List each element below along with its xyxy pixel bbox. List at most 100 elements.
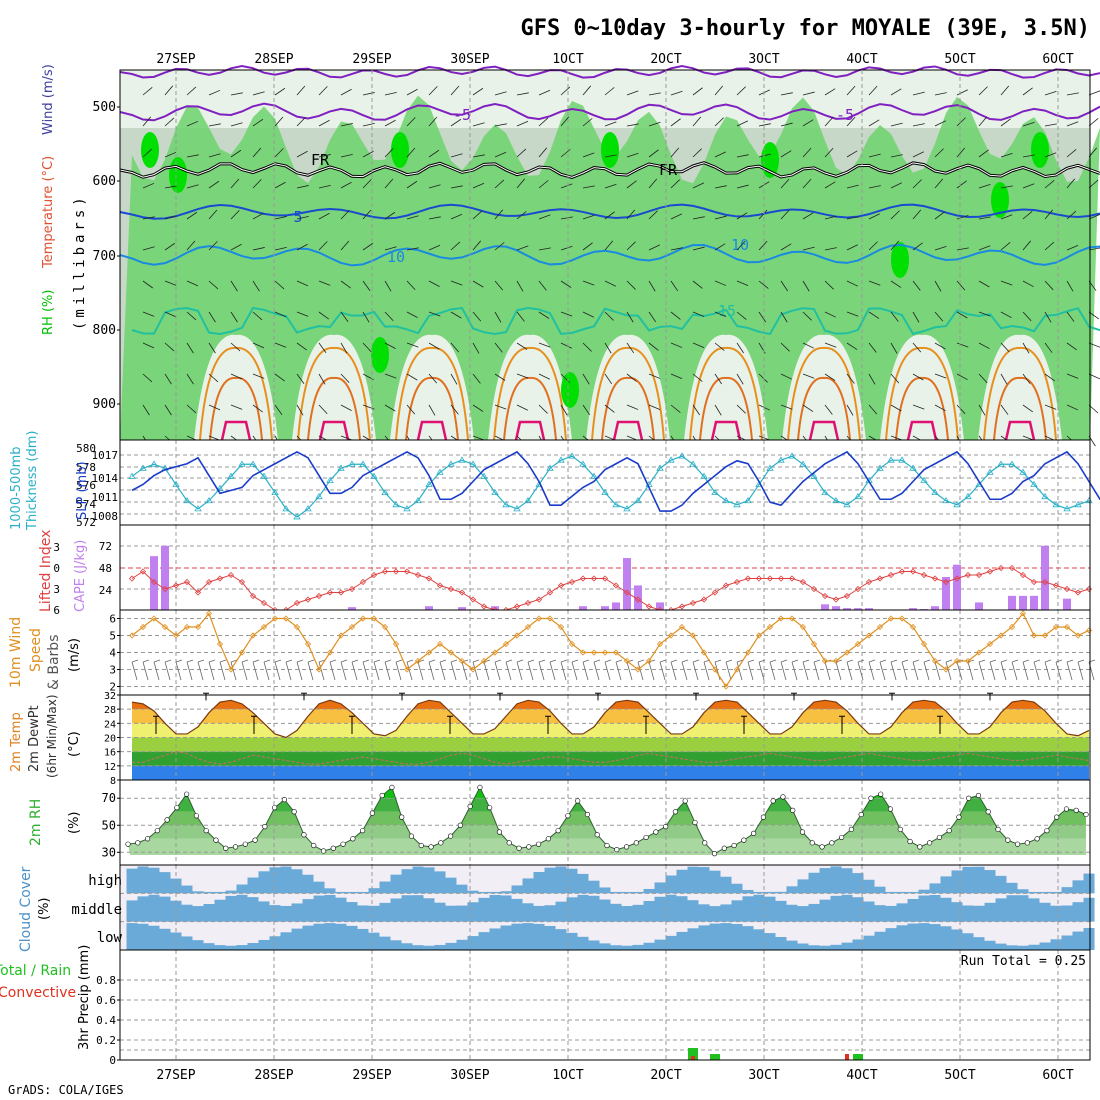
wind-barb (1066, 178, 1076, 189)
wind-barb (736, 280, 749, 286)
wind-barb (450, 118, 462, 127)
wind-speed-point (524, 623, 532, 631)
wind-barb (1066, 404, 1079, 411)
cloud-bar (863, 879, 875, 894)
wind-barb-10m (714, 659, 722, 663)
wind-barb (450, 342, 460, 353)
rh-dry-dome (488, 334, 572, 440)
cloud-bar (357, 928, 369, 950)
lifted-index-point (293, 599, 301, 607)
wind-speed-point (557, 623, 565, 631)
wind-speed-point (656, 640, 664, 648)
wind-barb (186, 240, 196, 251)
wind-barb (516, 404, 528, 411)
cloud-bar (599, 887, 611, 894)
wind-barb (406, 404, 416, 415)
lifted-index-point (205, 578, 213, 586)
wind-barb-10m (923, 659, 931, 663)
wind-barb (560, 245, 573, 251)
y-tick-label: 500 (93, 100, 116, 115)
isotherm-10 (119, 243, 1100, 267)
wind-barb (142, 404, 150, 416)
wind-barb (142, 311, 155, 317)
wind-barb-10m (186, 661, 193, 681)
wind-barb (1022, 210, 1033, 220)
contour-label: 10 (387, 248, 405, 266)
wind-barb-10m (230, 659, 238, 663)
wind-barb-10m (494, 659, 502, 663)
lifted-index-point (139, 568, 147, 575)
lifted-index-point (1019, 571, 1027, 579)
rh-point (956, 814, 962, 820)
cloud-bar (126, 868, 138, 894)
wind-barb (978, 280, 990, 288)
wind-barb (472, 240, 482, 251)
wind-barb (450, 185, 463, 189)
wind-barb (824, 342, 837, 348)
lifted-index-point (1085, 585, 1093, 593)
wind-barb-10m (1055, 659, 1063, 663)
wind-barb (384, 280, 392, 292)
cloud-bar (588, 940, 600, 950)
contour-label: FR (311, 151, 330, 169)
rh-point (203, 828, 209, 834)
lifted-index-point (942, 578, 950, 586)
precip-bar-total (853, 1054, 863, 1060)
lifted-index-point (1041, 578, 1049, 586)
cloud-bar (819, 868, 831, 894)
thickness-point (997, 460, 1005, 467)
date-label-bottom: 2OCT (650, 1068, 681, 1083)
wind-barb (384, 92, 397, 96)
cloud-bar (313, 881, 325, 894)
wind-barb-10m (736, 659, 744, 663)
rh-point (946, 828, 952, 834)
lifted-index-point (392, 568, 400, 575)
cloud-bar (335, 897, 347, 922)
lifted-index-point (524, 599, 532, 607)
cape-tick: 48 (99, 562, 112, 575)
thickness-point (282, 505, 290, 512)
cloud-bar (577, 936, 589, 950)
wind-barb (494, 342, 503, 353)
isotherm-15 (131, 306, 1100, 336)
thickness-point (491, 488, 499, 496)
wind-speed-point (260, 623, 268, 631)
cloud-bar (797, 879, 809, 894)
cloud-bar (467, 902, 479, 922)
rh-point (721, 845, 727, 851)
wind-speed-point (1085, 627, 1093, 634)
cloud-row-label: high (88, 873, 122, 889)
wind-barb (692, 148, 702, 158)
wind-barb (230, 373, 243, 380)
cloud-bar (951, 929, 963, 950)
li-tick: 6 (53, 604, 60, 617)
lifted-index-point (238, 578, 246, 586)
wind-barb (802, 178, 812, 189)
wind-barb-10m (989, 661, 996, 681)
wind-barb-10m (670, 659, 678, 663)
wind-barb (384, 311, 394, 322)
wind-barb (846, 280, 858, 287)
wind-barb-10m (505, 659, 513, 663)
wind-barb (362, 123, 375, 127)
date-label-top: 29SEP (352, 52, 391, 67)
wind-barb-10m (219, 661, 226, 681)
wind-barb (912, 179, 922, 189)
cloud-bar (918, 923, 930, 950)
cloud-bar (368, 932, 380, 950)
date-label-bottom: 6OCT (1042, 1068, 1073, 1083)
cloud-bar (1050, 891, 1062, 894)
wind-barb-10m (1066, 659, 1074, 663)
cloud-bar (907, 891, 919, 894)
thickness-point (1041, 492, 1049, 500)
wind-barb (868, 153, 881, 158)
rh-point (350, 836, 356, 842)
wind-speed-point (546, 615, 554, 622)
rh-point (535, 841, 542, 847)
date-label-top: 5OCT (944, 52, 975, 67)
wind-barb (428, 86, 438, 96)
precip-bar-total (688, 1048, 698, 1060)
temp-contour-25 (601, 376, 655, 441)
wind-speed-point (898, 615, 906, 622)
rh-saturated-patch (141, 132, 159, 168)
